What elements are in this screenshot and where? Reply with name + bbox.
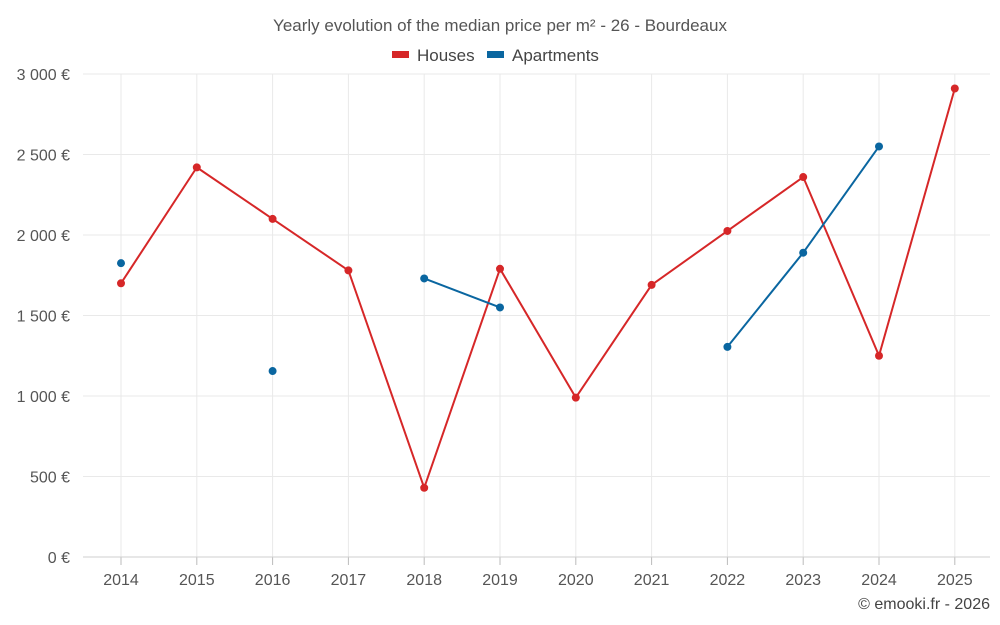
credit-text: © emooki.fr - 2026	[858, 596, 990, 613]
x-axis: 2014 2015 2016 2017 2018 2019 2020 2021 2022 2023…	[83, 556, 990, 589]
y-tick-label: 3 000 €	[17, 67, 70, 84]
point-houses-2017[interactable]	[344, 266, 353, 275]
point-apartments-2018[interactable]	[420, 274, 429, 283]
y-axis: 0 € 500 € 1 000 € 1 500 € 2 000 € 2 500 € 3 00…	[17, 67, 70, 567]
y-tick-label: 1 500 €	[17, 309, 70, 326]
x-tick-label: 2014	[103, 572, 139, 589]
legend: Houses Apartments	[392, 46, 599, 65]
legend-label-houses[interactable]: Houses	[417, 46, 475, 65]
point-houses-2019[interactable]	[496, 264, 504, 273]
point-houses-2024[interactable]	[875, 351, 883, 360]
series-houses	[117, 84, 959, 492]
point-houses-2025[interactable]	[950, 84, 959, 93]
x-tick-label: 2023	[785, 572, 821, 589]
point-apartments-2016[interactable]	[268, 367, 277, 376]
series-layer	[117, 84, 959, 492]
point-apartments-2023[interactable]	[799, 248, 808, 257]
x-tick-label: 2020	[558, 572, 594, 589]
x-tick-label: 2018	[406, 572, 442, 589]
legend-swatch-apartments[interactable]	[487, 51, 504, 58]
y-tick-label: 0 €	[48, 550, 70, 567]
legend-label-apartments[interactable]: Apartments	[512, 46, 599, 65]
series-line-apartments	[423, 277, 501, 309]
point-apartments-2024[interactable]	[875, 142, 883, 151]
point-houses-2023[interactable]	[799, 173, 808, 182]
point-apartments-2014[interactable]	[117, 259, 125, 268]
y-tick-label: 1 000 €	[17, 389, 70, 406]
point-houses-2014[interactable]	[117, 279, 125, 288]
point-houses-2016[interactable]	[268, 214, 277, 223]
point-houses-2015[interactable]	[192, 163, 201, 172]
series-line-houses	[120, 88, 956, 489]
y-tick-label: 2 000 €	[17, 228, 70, 245]
x-tick-label: 2017	[331, 572, 367, 589]
x-tick-label: 2019	[482, 572, 518, 589]
x-tick-label: 2015	[179, 572, 215, 589]
legend-swatch-houses[interactable]	[392, 51, 409, 58]
point-houses-2022[interactable]	[723, 226, 732, 235]
y-tick-label: 500 €	[30, 470, 70, 487]
x-tick-label: 2021	[634, 572, 670, 589]
point-apartments-2022[interactable]	[723, 342, 732, 351]
gridlines	[83, 73, 990, 557]
x-tick-label: 2025	[937, 572, 973, 589]
point-houses-2021[interactable]	[647, 280, 656, 289]
point-houses-2020[interactable]	[571, 393, 580, 402]
x-tick-label: 2016	[255, 572, 291, 589]
x-tick-label: 2022	[710, 572, 746, 589]
series-apartments	[117, 142, 883, 376]
x-tick-label: 2024	[861, 572, 897, 589]
point-apartments-2019[interactable]	[496, 303, 504, 312]
chart-title: Yearly evolution of the median price per…	[273, 16, 727, 35]
y-tick-label: 2 500 €	[17, 148, 70, 165]
point-houses-2018[interactable]	[420, 483, 429, 492]
